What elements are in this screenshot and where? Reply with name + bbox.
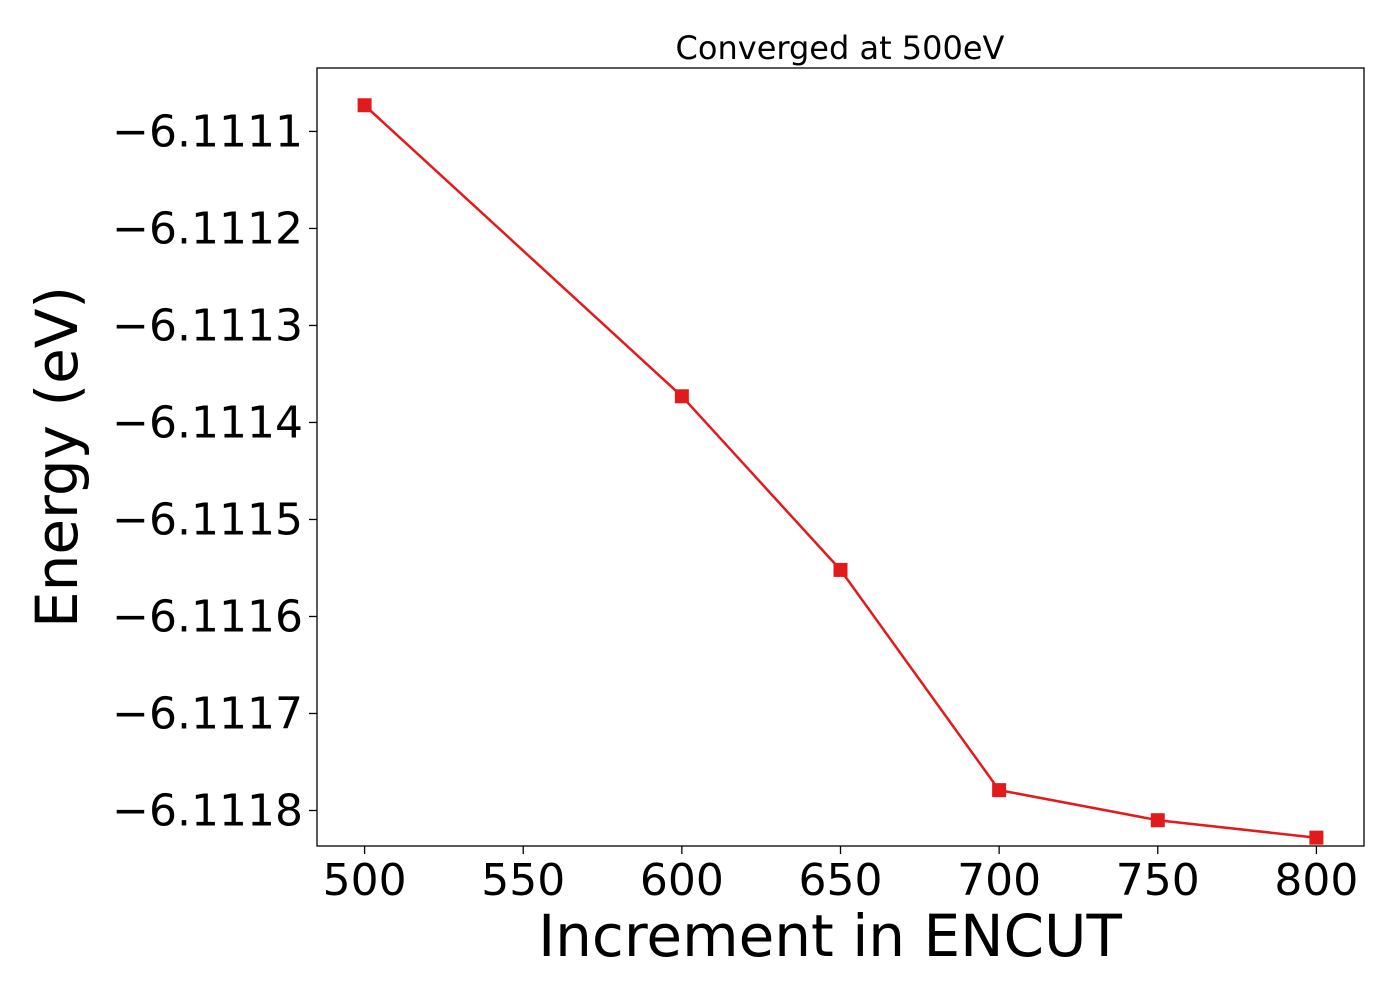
x-axis-title: Increment in ENCUT bbox=[538, 902, 1122, 970]
y-tick-label: −6.1113 bbox=[112, 300, 303, 351]
y-tick-label: −6.1115 bbox=[112, 494, 303, 545]
series-energy bbox=[357, 98, 1324, 845]
y-tick-label: −6.1118 bbox=[112, 785, 303, 836]
data-point-marker bbox=[992, 783, 1007, 798]
x-tick-label: 500 bbox=[323, 855, 407, 906]
x-tick-label: 550 bbox=[481, 855, 565, 906]
x-tick-label: 600 bbox=[640, 855, 724, 906]
y-tick-label: −6.1114 bbox=[112, 397, 303, 448]
x-axis: 500 550 600 650 700 750 800 bbox=[323, 846, 1358, 906]
data-point-marker bbox=[1309, 830, 1324, 845]
y-tick-label: −6.1112 bbox=[112, 203, 303, 254]
x-tick-label: 700 bbox=[957, 855, 1041, 906]
x-tick-label: 750 bbox=[1116, 855, 1200, 906]
series-line bbox=[363, 104, 1317, 839]
y-axis-title: Energy (eV) bbox=[23, 286, 91, 628]
chart-title: Converged at 500eV bbox=[676, 29, 1005, 67]
y-axis: −6.1111 −6.1112 −6.1113 −6.1114 −6.1115 −6.11… bbox=[112, 106, 317, 836]
data-point-marker bbox=[674, 389, 689, 404]
plot-area-frame bbox=[316, 67, 1365, 847]
y-tick-label: −6.1116 bbox=[112, 591, 303, 642]
x-tick-label: 650 bbox=[799, 855, 883, 906]
x-tick-label: 800 bbox=[1274, 855, 1358, 906]
data-point-marker bbox=[1150, 813, 1165, 828]
data-point-marker bbox=[833, 562, 848, 577]
y-tick-label: −6.1117 bbox=[112, 688, 303, 739]
y-tick-label: −6.1111 bbox=[112, 106, 303, 157]
data-point-marker bbox=[357, 98, 372, 113]
